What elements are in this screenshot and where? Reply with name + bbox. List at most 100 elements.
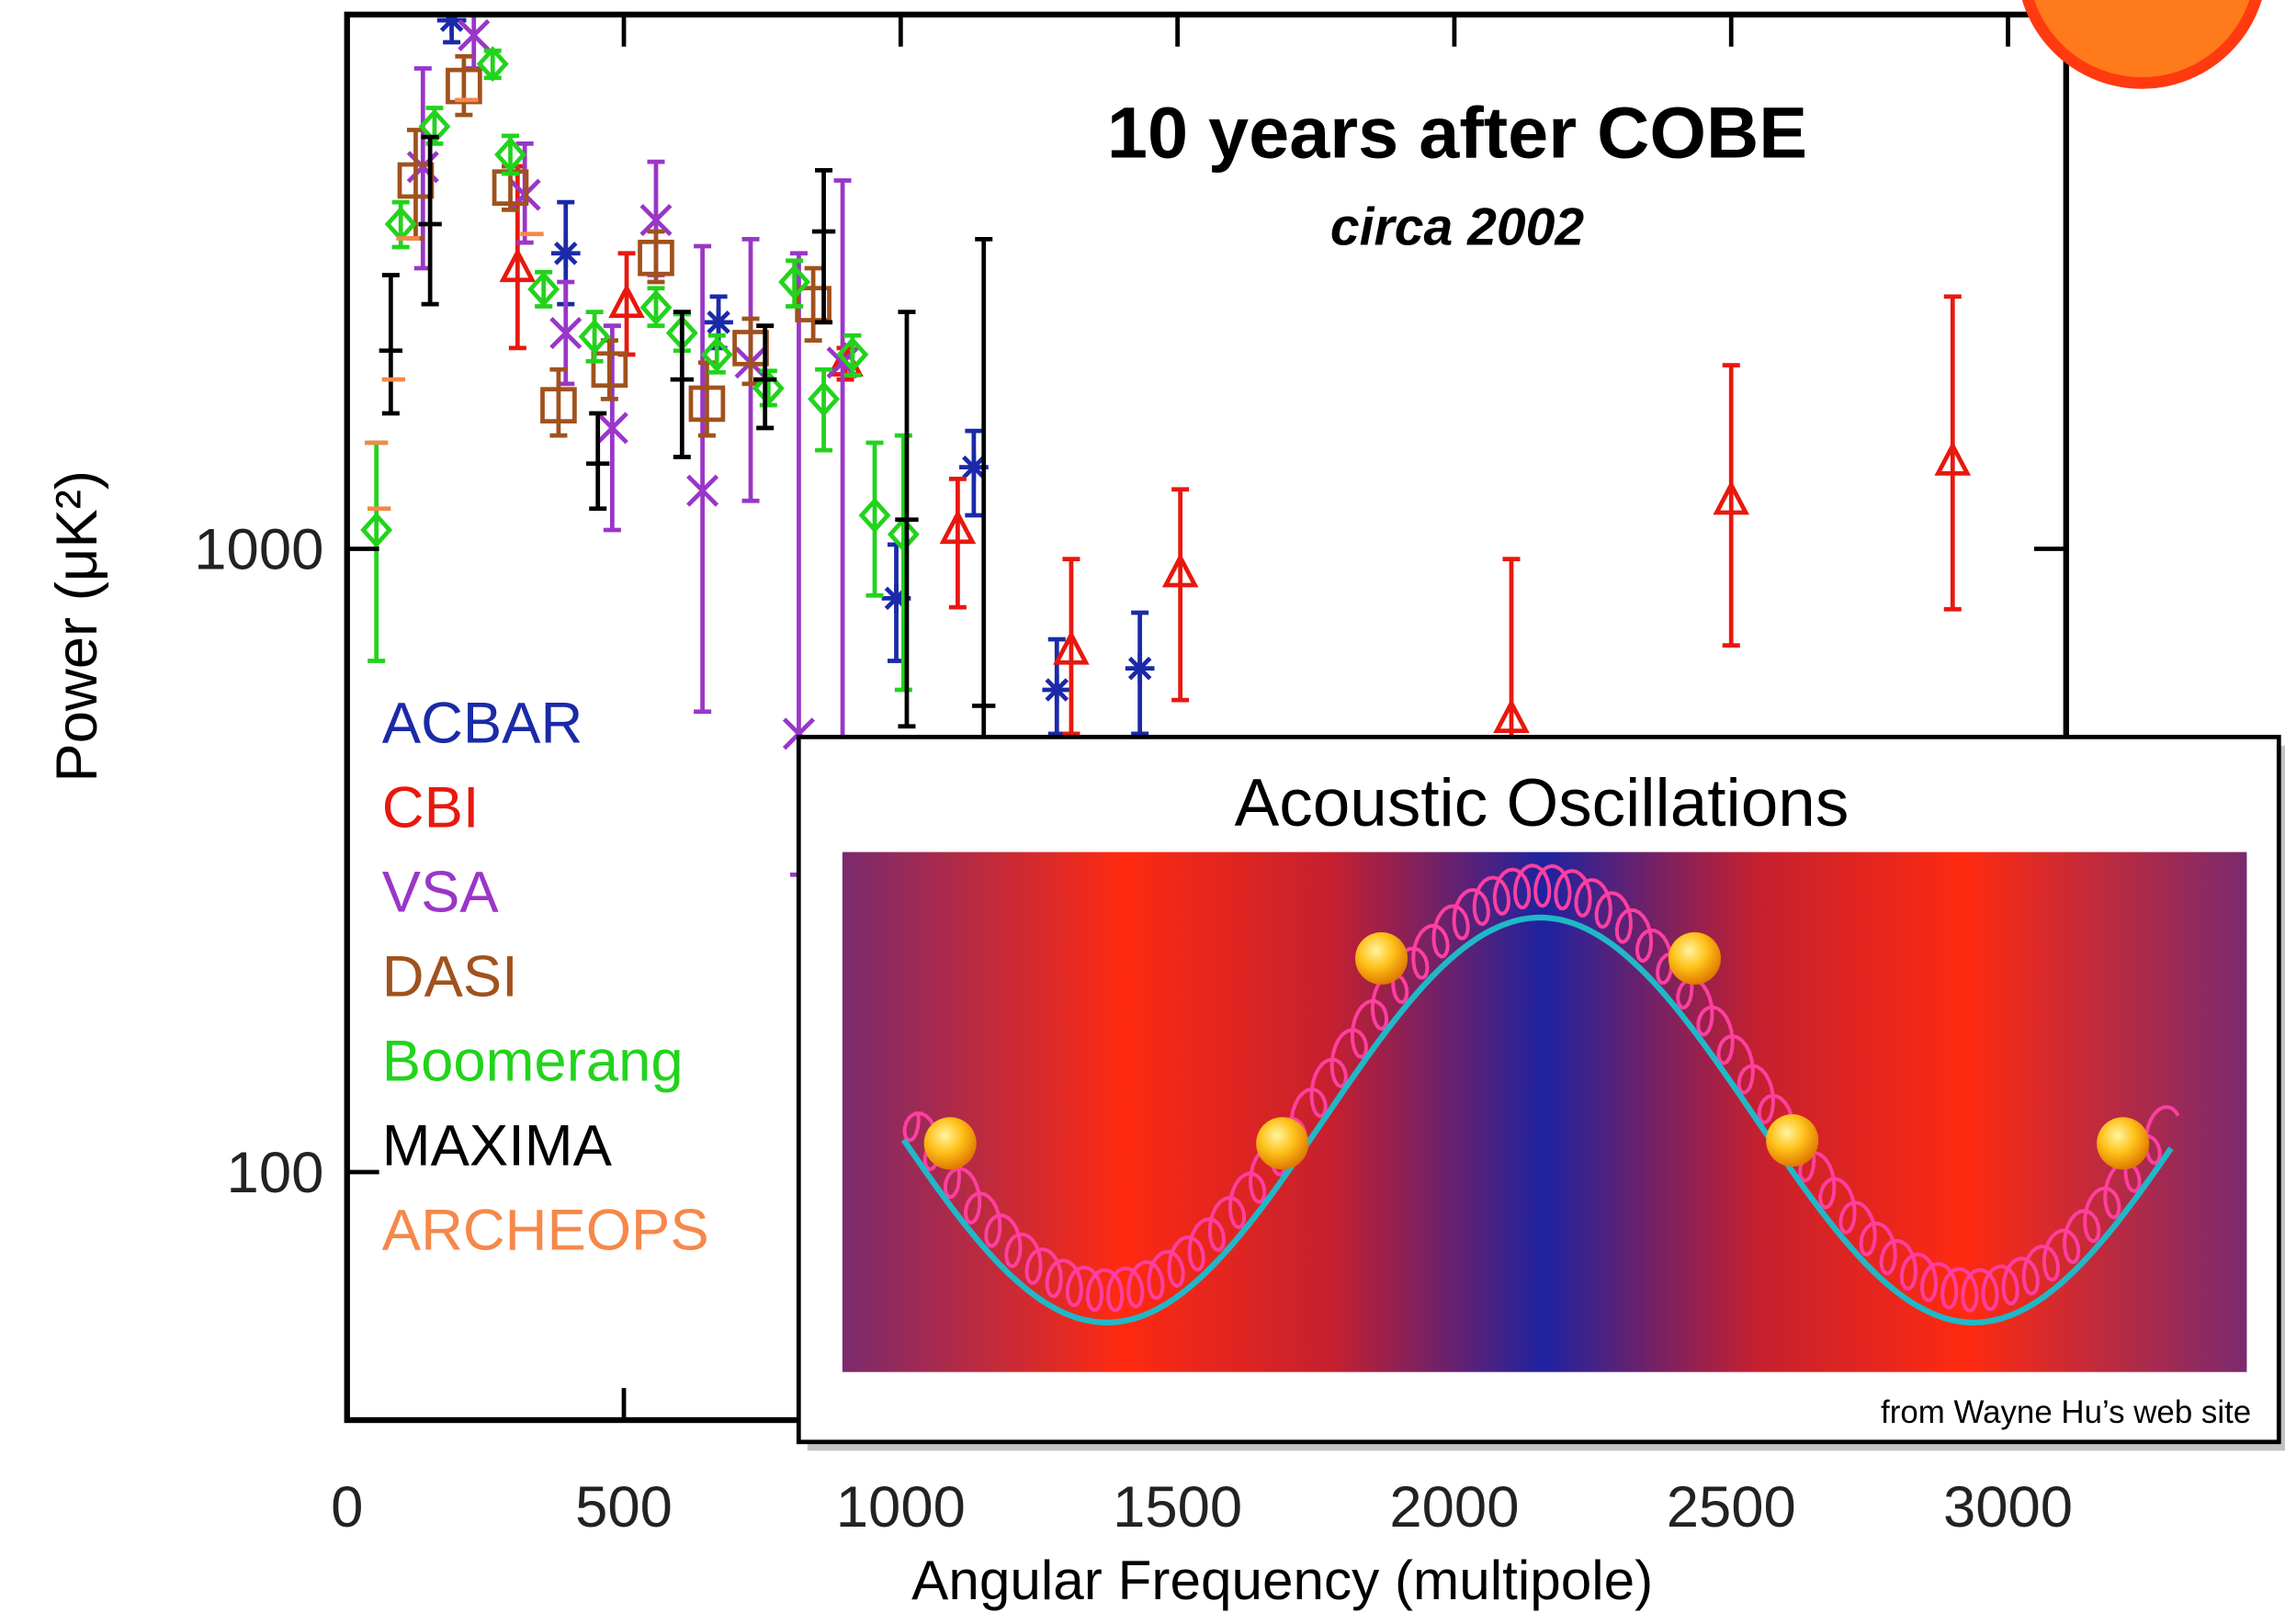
badge <box>2021 0 2262 89</box>
data-point <box>808 380 841 417</box>
data-point <box>578 319 611 355</box>
data-point <box>638 239 674 276</box>
data-point <box>550 238 581 268</box>
marker-shape <box>360 512 393 548</box>
marker-stroke <box>549 317 583 350</box>
data-point <box>778 264 811 300</box>
data-point <box>700 336 733 373</box>
x-tick-label: 1500 <box>1113 1475 1242 1539</box>
legend-entry: MAXIMA <box>382 1114 613 1179</box>
balls <box>923 931 2150 1170</box>
ball <box>1766 1114 1819 1167</box>
data-point <box>795 286 831 322</box>
marker-shape <box>494 137 526 173</box>
data-point <box>836 336 869 373</box>
data-point <box>887 516 920 553</box>
marker-stroke <box>639 204 673 237</box>
ball <box>923 1117 977 1170</box>
error-bar <box>1943 294 1962 612</box>
marker-shape <box>527 271 560 308</box>
legend-entry: CBI <box>382 776 480 840</box>
marker-stroke <box>595 412 628 445</box>
x-tick-label: 2000 <box>1389 1475 1519 1539</box>
marker-shape <box>578 319 611 355</box>
marker-shape <box>778 264 811 300</box>
x-tick-label: 3000 <box>1943 1475 2073 1539</box>
error-bar <box>756 323 775 431</box>
legend-entry: VSA <box>382 861 500 925</box>
data-point <box>688 385 726 423</box>
error-bar <box>833 178 852 799</box>
marker-shape <box>887 516 920 553</box>
marker-shape <box>808 380 841 417</box>
marker-shape <box>638 239 674 276</box>
ball <box>1355 931 1408 985</box>
inset-caption: from Wayne Hu’s web site <box>1881 1394 2251 1430</box>
marker-shape <box>418 108 451 145</box>
data-point <box>704 307 733 337</box>
data-point <box>858 497 891 534</box>
data-point <box>494 137 526 173</box>
y-tick-label: 100 <box>227 1141 324 1205</box>
error-bar <box>1062 557 1080 737</box>
axes: 0 500 1000 1500 2000 2500 3000 100 1000 <box>194 14 2073 1539</box>
marker-shape <box>795 286 831 322</box>
marker-shape <box>688 385 726 423</box>
marker-shape <box>1713 479 1750 515</box>
marker-shape <box>499 247 537 283</box>
ball <box>1256 1117 1309 1170</box>
marker-shape <box>608 283 645 319</box>
data-point <box>1125 653 1155 683</box>
error-bar <box>421 134 439 307</box>
ball <box>2097 1117 2150 1170</box>
marker-stroke <box>458 18 491 51</box>
legend-entry: DASI <box>382 945 518 1009</box>
marker-shape <box>1161 552 1199 588</box>
error-bar <box>1171 487 1190 703</box>
marker-stroke <box>553 242 578 265</box>
marker-shape <box>1053 630 1090 665</box>
error-bar <box>894 433 912 693</box>
spring <box>902 863 2180 1313</box>
error-bar <box>600 338 618 401</box>
data-point <box>1042 675 1072 705</box>
marker-stroke <box>707 310 730 334</box>
marker-shape <box>752 370 785 407</box>
inset-image <box>842 851 2247 1372</box>
legend-entry: Boomerang <box>382 1030 684 1094</box>
data-point <box>1053 630 1090 665</box>
marker-stroke <box>686 474 719 507</box>
data-point <box>499 247 537 283</box>
data-point <box>527 271 560 308</box>
data-point <box>360 512 393 548</box>
marker-shape <box>858 497 891 534</box>
marker-shape <box>700 336 733 373</box>
wave <box>900 914 2174 1325</box>
error-bar <box>804 265 822 343</box>
marker-shape <box>939 509 977 545</box>
data-point <box>1713 479 1750 515</box>
x-tick-label: 1000 <box>836 1475 966 1539</box>
data-point <box>608 283 645 319</box>
marker-stroke <box>962 455 986 479</box>
data-point <box>418 108 451 145</box>
data-point <box>939 509 977 545</box>
error-bar <box>815 168 833 325</box>
data-point <box>549 317 583 350</box>
marker-shape <box>540 387 577 424</box>
marker-shape <box>1493 698 1530 734</box>
legend: ACBAR CBI VSA DASI Boomerang MAXIMA ARCHEOPS <box>382 692 709 1263</box>
marker-stroke <box>439 14 461 32</box>
data-point <box>1493 698 1530 734</box>
marker-stroke <box>1127 656 1152 681</box>
marker-shape <box>591 351 628 389</box>
error-bar <box>589 411 607 512</box>
marker-stroke <box>1045 678 1069 702</box>
marker-stroke <box>406 151 439 184</box>
error-bar <box>975 237 993 799</box>
error-bar <box>381 273 400 416</box>
data-point <box>752 370 785 407</box>
data-point <box>458 18 491 51</box>
error-bar <box>741 316 760 387</box>
